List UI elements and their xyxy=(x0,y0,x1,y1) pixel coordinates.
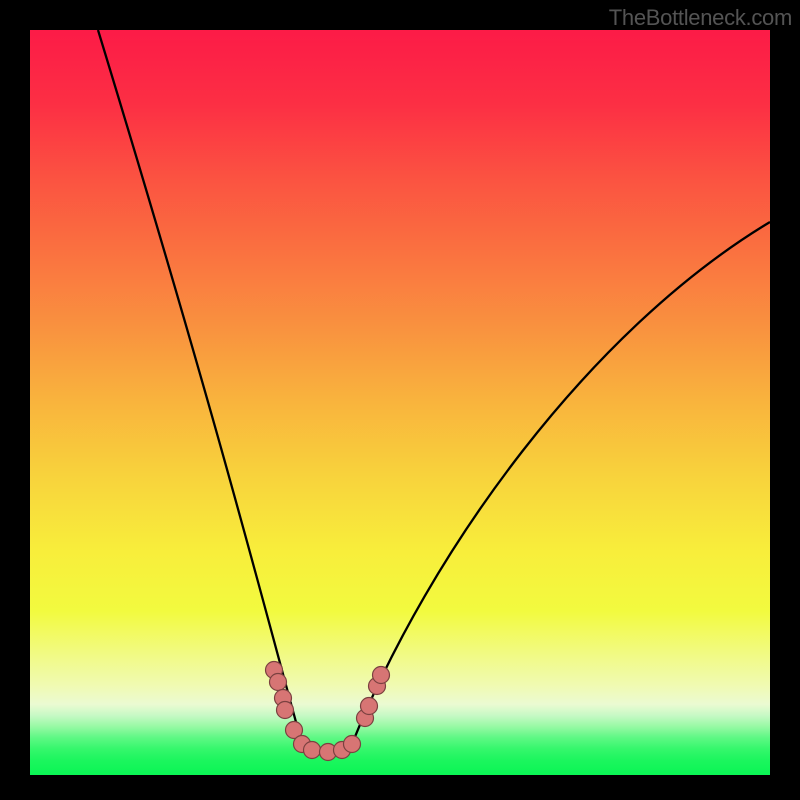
marker-point xyxy=(304,742,321,759)
watermark-text: TheBottleneck.com xyxy=(609,5,792,31)
chart-svg xyxy=(30,30,770,775)
marker-point xyxy=(344,736,361,753)
gradient-background xyxy=(30,30,770,775)
marker-point xyxy=(277,702,294,719)
bottleneck-chart xyxy=(30,30,770,775)
marker-point xyxy=(373,667,390,684)
marker-point xyxy=(270,674,287,691)
marker-point xyxy=(361,698,378,715)
